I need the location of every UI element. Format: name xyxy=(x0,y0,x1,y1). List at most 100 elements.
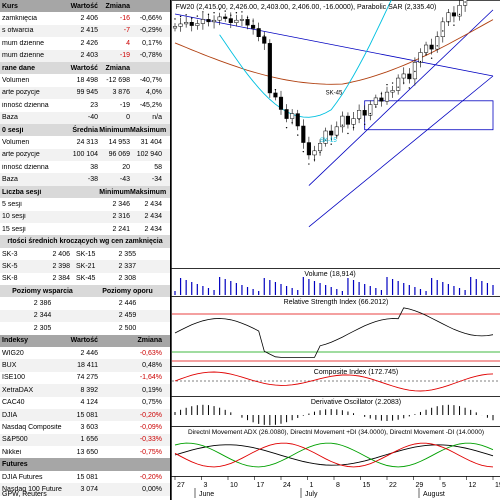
header-label: Futures xyxy=(2,461,28,469)
candle-body xyxy=(390,90,395,93)
sar-dot xyxy=(375,106,377,108)
row-value: 2 403 xyxy=(80,52,98,60)
sar-dot xyxy=(191,17,193,19)
sar-dot xyxy=(419,60,422,63)
row-pct: 0,17% xyxy=(142,39,162,47)
sar-dot xyxy=(313,159,316,161)
row-value: 18 411 xyxy=(77,362,98,370)
dane-row: Baza -40 0 n/a xyxy=(0,111,170,124)
row-change: -16 xyxy=(119,15,130,23)
sma-name: SK-15 xyxy=(76,250,96,258)
row-label: arte pozycje xyxy=(2,89,40,97)
row-value: 74 275 xyxy=(76,374,98,382)
row-change: 0 xyxy=(126,114,130,122)
header-support: Poziomy wsparcia xyxy=(12,287,73,295)
row-value: 3 603 xyxy=(80,423,98,431)
candle-body xyxy=(312,150,317,156)
sesji-header: 0 sesji Średnia Minimum Maksimum xyxy=(0,123,170,137)
composite-title: Composite Index (172.745) xyxy=(314,369,398,376)
candle-body xyxy=(301,125,306,143)
row-change: -19 xyxy=(119,52,130,60)
header-label: Kurs xyxy=(2,2,18,10)
row-pct: -0,63% xyxy=(139,349,162,357)
row-pct: -0,78% xyxy=(139,52,162,60)
row-change: -12 698 xyxy=(106,77,130,85)
row-value: 1 656 xyxy=(80,436,98,444)
row-pct: 0,00% xyxy=(142,485,162,493)
candle-body xyxy=(435,36,440,50)
row-value: 99 945 xyxy=(76,89,98,97)
index-row: ISE100 74 275 -1,64% xyxy=(0,372,170,384)
candle-body xyxy=(351,118,356,125)
candle-body xyxy=(267,43,272,94)
sk15-line xyxy=(219,0,392,118)
header-label: Indeksy xyxy=(2,337,29,345)
channel-upper xyxy=(308,9,494,186)
candle-body xyxy=(306,142,311,156)
row-min: 20 xyxy=(122,163,130,171)
candle-body xyxy=(412,62,417,80)
month-label: June xyxy=(199,491,214,498)
rsi-line xyxy=(174,307,494,358)
row-pct: 0,48% xyxy=(142,362,162,370)
resistance-value: 2 459 xyxy=(118,312,137,320)
sma-row: SK-5 2 398 SK-21 2 337 xyxy=(0,260,170,273)
month-label: July xyxy=(305,491,318,498)
sar-dot xyxy=(218,8,221,11)
sar-dot xyxy=(458,13,461,16)
poziomy-row: 2 305 2 500 xyxy=(0,322,170,334)
candle-body xyxy=(323,130,328,144)
panel-comp xyxy=(171,366,500,397)
row-label: DJIA xyxy=(2,411,18,419)
row-label: Volumen xyxy=(2,138,30,146)
row-avg: 24 313 xyxy=(76,138,98,146)
row-value: 2 446 xyxy=(80,349,98,357)
sar-dot xyxy=(257,28,260,30)
index-row: WIG20 2 446 -0,63% xyxy=(0,347,170,359)
header-label: 0 sesji xyxy=(2,126,24,134)
row-label: CAC40 xyxy=(2,399,25,407)
sar-dot xyxy=(207,13,210,16)
row-min: -43 xyxy=(119,176,130,184)
candle-body xyxy=(256,28,261,37)
row-max: 102 940 xyxy=(136,151,162,159)
dane-header: rane dane Wartość Zmiana xyxy=(0,61,170,75)
kurs-row: zamknięcia 2 406 -16 -0,66% xyxy=(0,12,170,24)
row-avg: 100 104 xyxy=(72,151,98,159)
sar-dot xyxy=(179,15,182,18)
x-tick-label: 3 xyxy=(204,482,208,489)
sar-dot xyxy=(252,20,254,22)
header-avg: Średnia xyxy=(72,126,98,134)
technical-chart[interactable]: FW20 (2,415.00, 2,426.00, 2,403.00, 2,40… xyxy=(171,0,500,500)
x-tick-label: 29 xyxy=(416,482,424,489)
quote-table-panel: Kurs Wartość Zmiana zamknięcia 2 406 -16 -0,66… xyxy=(0,0,170,500)
row-label: 15 sesji xyxy=(2,225,26,233)
candle-body xyxy=(318,143,323,152)
row-label: ISE100 xyxy=(2,374,25,382)
row-value: 18 498 xyxy=(76,77,98,85)
candle-body xyxy=(373,97,378,105)
candle-body xyxy=(368,104,373,116)
dmi-line-0 xyxy=(174,444,494,466)
candle-body xyxy=(424,44,429,53)
candle-body xyxy=(407,73,412,80)
x-tick-label: 15 xyxy=(363,482,371,489)
futures-row: Nasdaq 100 Futures 3 074 0,00% xyxy=(0,483,170,496)
row-max: -34 xyxy=(151,176,162,184)
candle-body xyxy=(446,12,451,23)
index-row: BUX 18 411 0,48% xyxy=(0,359,170,372)
header-label: rane dane xyxy=(2,64,36,72)
row-max: 2 434 xyxy=(144,213,162,221)
row-pct: -40,7% xyxy=(139,77,162,85)
kurs-row: s otwarcia 2 415 -7 -0,29% xyxy=(0,24,170,38)
candle-body xyxy=(212,19,217,23)
sar-dot xyxy=(464,1,466,3)
x-tick-label: 12 xyxy=(469,482,477,489)
row-label: Nikkei xyxy=(2,448,22,456)
sar-dot xyxy=(430,57,433,59)
candle-body xyxy=(284,109,289,119)
sar-dot xyxy=(263,35,265,37)
row-value: 2 426 xyxy=(80,39,98,47)
sma-value: 2 398 xyxy=(52,262,70,270)
